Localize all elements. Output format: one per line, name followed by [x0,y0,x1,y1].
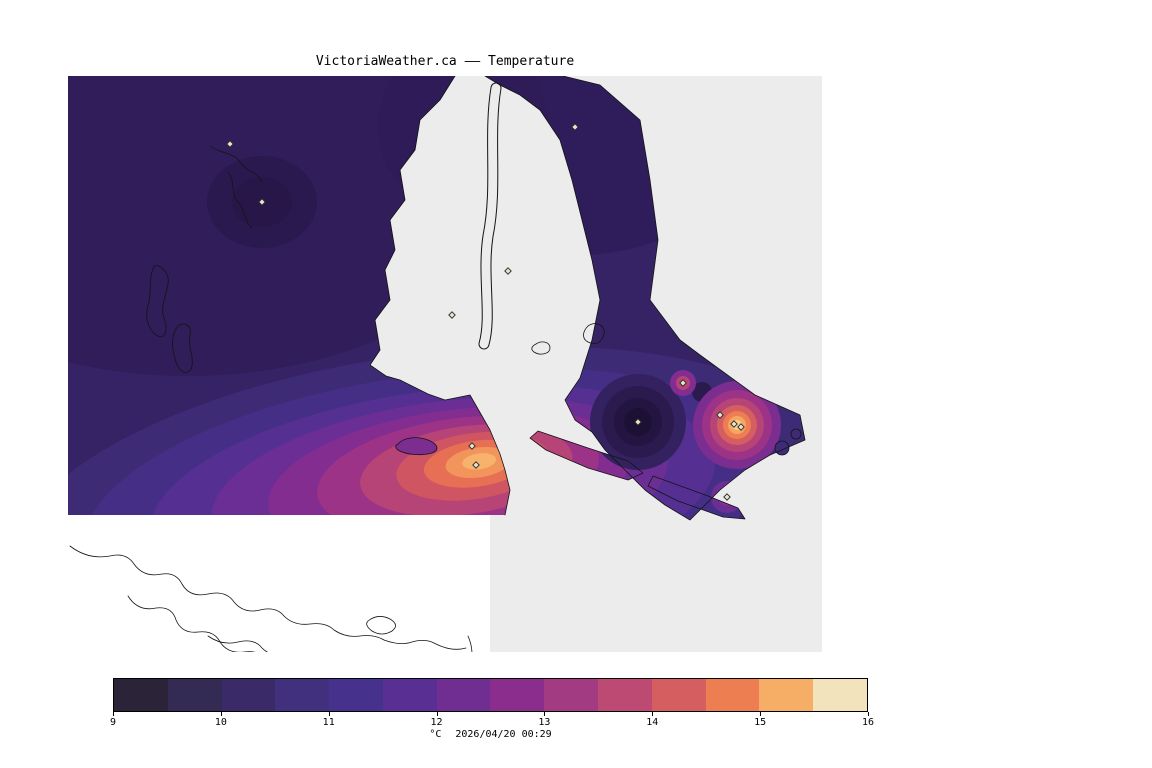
station-marker [716,411,724,419]
colorbar-tick-label: 15 [754,712,767,728]
inlet-channel [478,82,502,350]
colorbar [113,678,868,712]
temperature-map-svg [68,76,822,652]
stations-layer [226,123,745,501]
station-marker [737,423,745,431]
colorbar-cell [759,679,814,711]
station-marker [258,198,266,206]
colorbar-tick-label: 12 [430,712,443,728]
colorbar-cell [167,679,222,711]
colorbar-caption: °C 2026/04/20 00:29 [113,729,868,740]
colorbar-cell [275,679,330,711]
colorbar-tick-label: 9 [109,712,117,728]
colorbar-cell [813,679,867,711]
station-marker [730,420,738,428]
colorbar-cell [705,679,760,711]
station-marker [571,123,579,131]
station-marker [226,140,234,148]
station-marker [723,493,731,501]
station-marker [448,311,456,319]
station-marker [472,461,480,469]
station-marker [634,418,642,426]
temperature-map [68,76,822,652]
colorbar-cells [114,679,867,711]
colorbar-cell [114,679,168,711]
colorbar-cell [329,679,383,711]
colorbar-tick-label: 13 [538,712,551,728]
station-marker [468,442,476,450]
colorbar-cell [382,679,437,711]
colorbar-unit: °C [429,729,442,740]
hot-spot [693,381,781,469]
colorbar-tick-label: 10 [214,712,227,728]
colorbar-timestamp: 2026/04/20 00:29 [455,729,552,740]
colorbar-ticks: 9 10 11 12 13 14 15 16 [109,712,874,735]
station-marker [504,267,512,275]
colorbar-cell [221,679,276,711]
colorbar-cell [544,679,599,711]
colorbar-tick-label: 11 [322,712,335,728]
colorbar-cell [598,679,652,711]
colorbar-cell [490,679,545,711]
station-marker [679,379,687,387]
colorbar-cell [651,679,706,711]
coastlines [69,76,806,652]
page-title: VictoriaWeather.ca —— Temperature [315,54,575,69]
no-data-land [68,515,490,652]
colorbar-cell [436,679,491,711]
colorbar-tick-label: 16 [861,712,875,728]
colorbar-tick-label: 14 [646,712,659,728]
